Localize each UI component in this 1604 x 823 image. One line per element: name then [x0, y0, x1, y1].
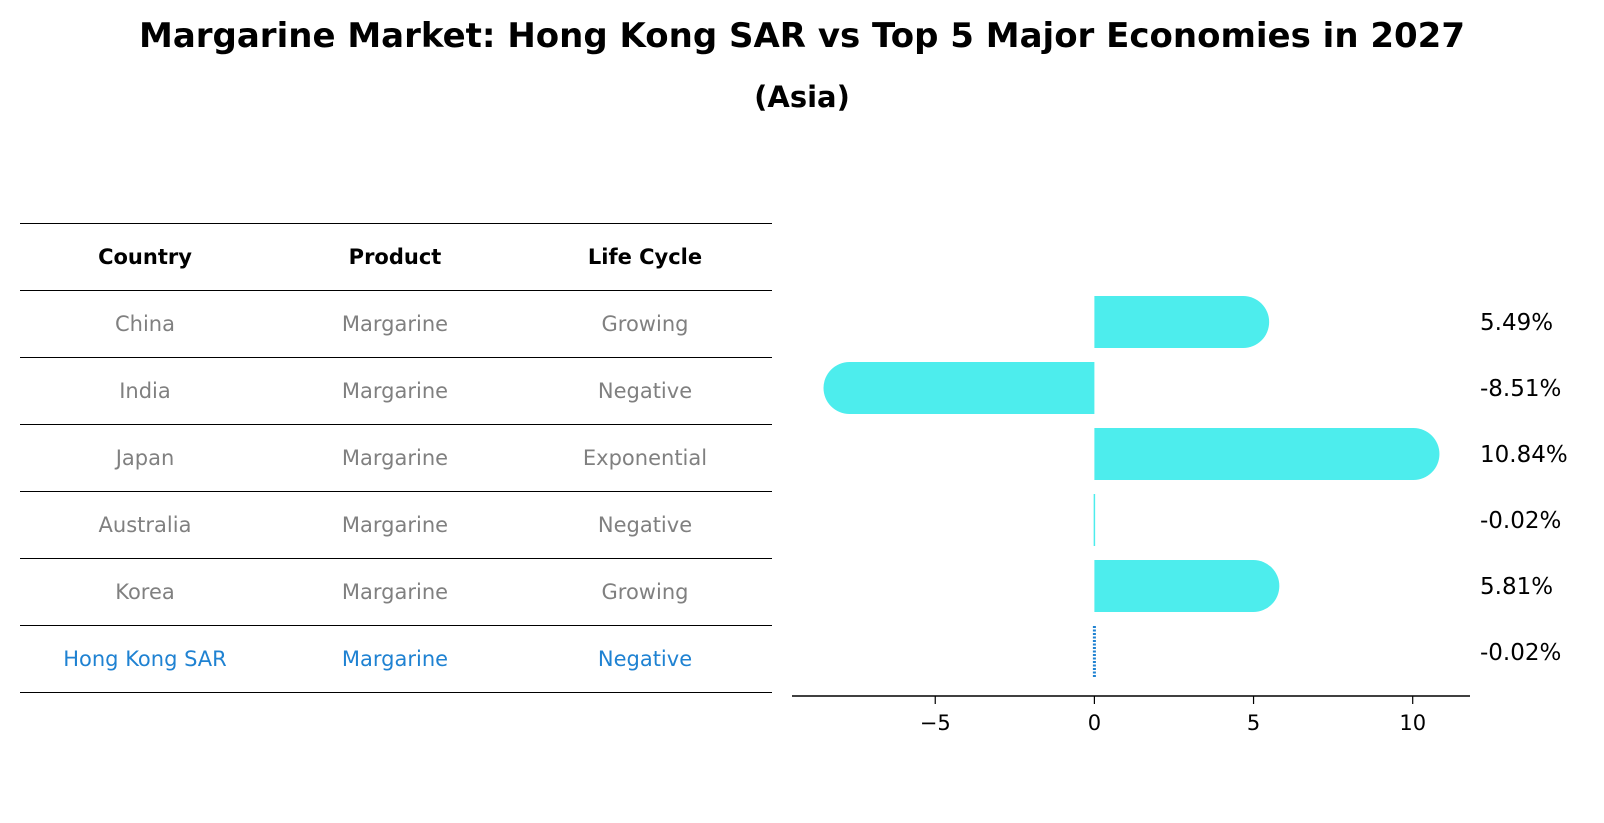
country-cell: China: [115, 312, 175, 336]
bar: [1094, 560, 1280, 612]
x-tick-label: 10: [1399, 711, 1426, 735]
value-label: -0.02%: [1480, 640, 1561, 666]
table-row: India Margarine Negative: [20, 357, 772, 424]
product-cell: Margarine: [341, 446, 449, 470]
value-label: -8.51%: [1480, 376, 1561, 402]
x-tick-label: 5: [1247, 711, 1260, 735]
value-label: 10.84%: [1480, 442, 1568, 468]
product-cell: Margarine: [341, 647, 449, 671]
table-header-row: Country Product Life Cycle: [20, 223, 772, 290]
header-product: Product: [348, 245, 442, 269]
value-label: 5.81%: [1480, 574, 1553, 600]
x-tick-label: −5: [920, 711, 951, 735]
table-row-highlighted: Hong Kong SAR Margarine Negative: [20, 625, 772, 693]
life-cycle-cell: Growing: [601, 580, 689, 604]
value-label: 5.49%: [1480, 310, 1553, 336]
bar: [1094, 296, 1270, 348]
product-cell: Margarine: [341, 513, 449, 537]
bar: [823, 362, 1095, 414]
table-row: Australia Margarine Negative: [20, 491, 772, 558]
header-country: Country: [98, 245, 192, 269]
country-cell: Korea: [115, 580, 175, 604]
country-cell: Australia: [98, 513, 192, 537]
life-cycle-cell: Negative: [597, 379, 693, 403]
product-cell: Margarine: [341, 580, 449, 604]
country-cell: Hong Kong SAR: [63, 647, 227, 671]
chart-subtitle: (Asia): [754, 80, 850, 114]
table-row: China Margarine Growing: [20, 290, 772, 357]
product-cell: Margarine: [341, 312, 449, 336]
data-table: Country Product Life Cycle China Margari…: [20, 223, 772, 693]
product-cell: Margarine: [341, 379, 449, 403]
country-cell: Japan: [115, 446, 175, 470]
life-cycle-cell: Growing: [601, 312, 689, 336]
life-cycle-cell: Negative: [597, 647, 693, 671]
chart-title: Margarine Market: Hong Kong SAR vs Top 5…: [138, 16, 1466, 56]
life-cycle-cell: Negative: [597, 513, 693, 537]
life-cycle-cell: Exponential: [582, 446, 708, 470]
value-label: -0.02%: [1480, 508, 1561, 534]
table-row: Japan Margarine Exponential: [20, 424, 772, 491]
table-row: Korea Margarine Growing: [20, 558, 772, 625]
header-life-cycle: Life Cycle: [587, 245, 703, 269]
bar: [1094, 428, 1440, 480]
country-cell: India: [119, 379, 171, 403]
x-tick-label: 0: [1088, 711, 1101, 735]
